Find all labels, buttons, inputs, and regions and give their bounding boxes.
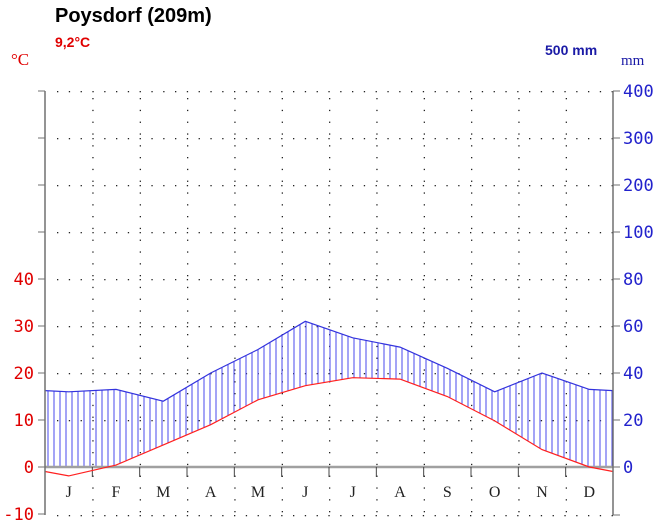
month-label: M — [156, 484, 170, 501]
right-tick-label: 300 — [623, 129, 654, 149]
left-tick-label: 0 — [24, 458, 34, 478]
left-tick-label: -10 — [3, 505, 34, 525]
humid-period-hatching — [47, 321, 613, 467]
month-label: J — [350, 484, 356, 501]
temperature-unit-label: °C — [11, 50, 30, 69]
left-axis-ticks: 40 30 20 10 0 -10 — [3, 90, 45, 525]
month-label: D — [584, 484, 596, 501]
precipitation-unit-label: mm — [621, 53, 645, 69]
month-label: S — [443, 484, 452, 501]
right-tick-label: 0 — [623, 458, 633, 478]
right-tick-label: 100 — [623, 223, 654, 243]
left-tick-label: 40 — [14, 270, 34, 290]
month-label: A — [394, 484, 406, 501]
right-tick-label: 200 — [623, 176, 654, 196]
mean-temperature-label: 9,2°C — [55, 34, 91, 50]
right-tick-label: 40 — [623, 364, 643, 384]
dotted-grid — [57, 91, 613, 517]
month-label: J — [302, 484, 308, 501]
month-ticks — [91, 467, 567, 477]
annual-precipitation-label: 500 mm — [545, 42, 598, 58]
precipitation-line — [44, 320, 614, 402]
month-label: J — [66, 484, 72, 501]
right-tick-label: 60 — [623, 317, 643, 337]
month-label: O — [489, 484, 501, 501]
right-tick-label: 80 — [623, 270, 643, 290]
right-tick-label: 400 — [623, 82, 654, 102]
chart-title: Poysdorf (209m) — [55, 5, 212, 27]
left-tick-label: 10 — [14, 411, 34, 431]
right-tick-label: 20 — [623, 411, 643, 431]
month-label: A — [205, 484, 217, 501]
month-label: N — [536, 484, 548, 501]
left-tick-label: 20 — [14, 364, 34, 384]
temperature-line — [44, 377, 614, 477]
month-label: F — [112, 484, 121, 501]
month-label: M — [251, 484, 265, 501]
left-tick-label: 30 — [14, 317, 34, 337]
